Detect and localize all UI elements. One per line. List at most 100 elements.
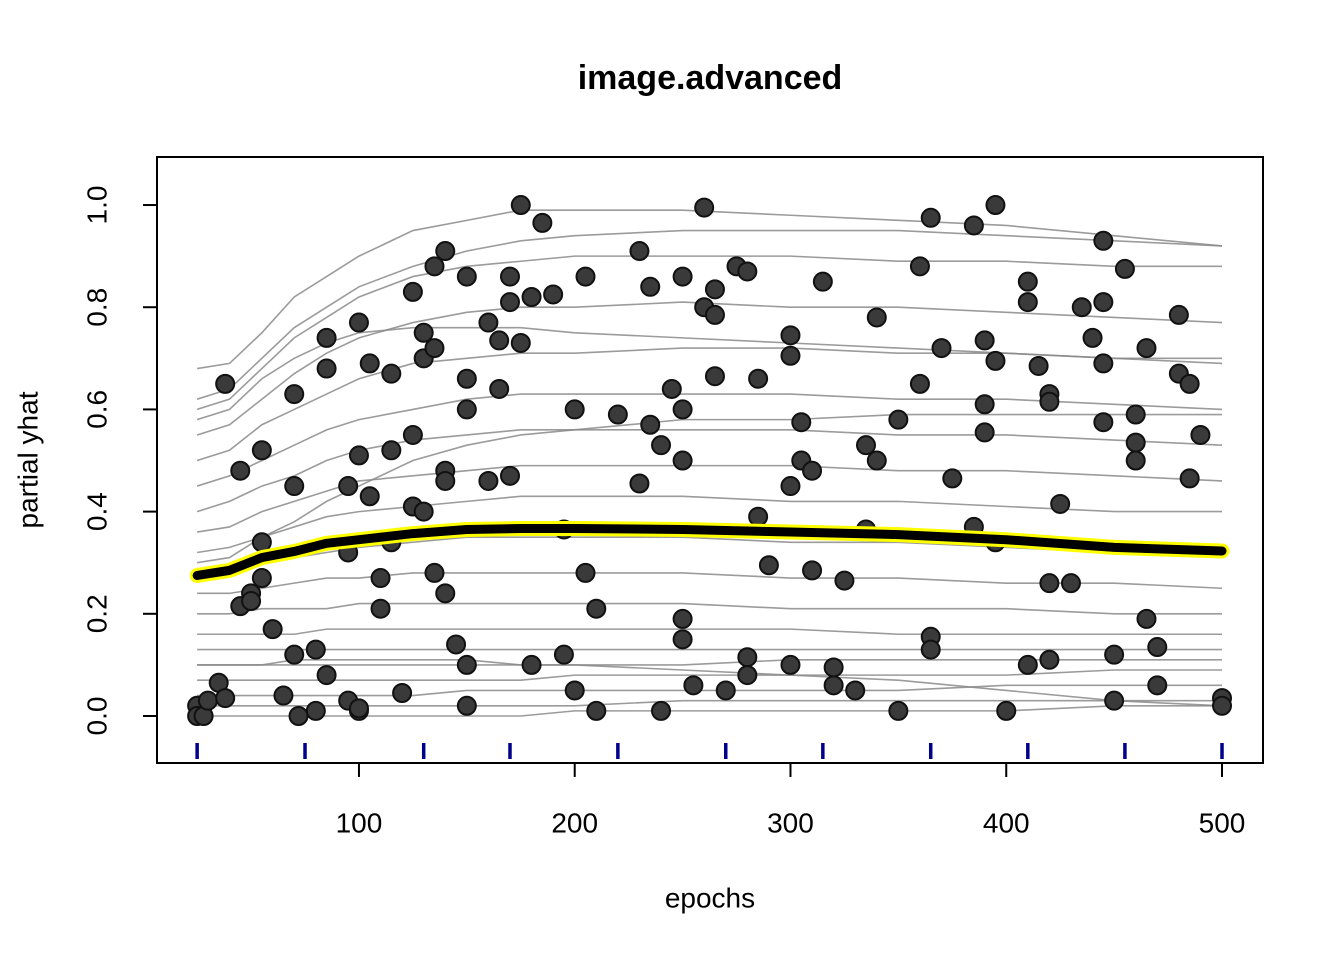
ice-point <box>1125 404 1146 425</box>
ice-point <box>931 338 952 359</box>
ice-point <box>737 647 758 668</box>
x-tick-label: 400 <box>983 807 1030 838</box>
ice-point <box>424 338 445 359</box>
ice-point <box>1168 304 1189 325</box>
ice-point <box>888 409 909 430</box>
ice-point <box>316 327 337 348</box>
ice-point <box>348 312 369 333</box>
ice-point <box>963 215 984 236</box>
ice-point <box>251 532 272 553</box>
ice-point <box>197 690 218 711</box>
ice-point <box>683 675 704 696</box>
ice-point <box>1017 271 1038 292</box>
ice-point <box>780 654 801 675</box>
ice-point <box>651 435 672 456</box>
ice-point <box>909 373 930 394</box>
ice-line <box>196 229 1223 400</box>
ice-point <box>532 212 553 233</box>
ice-point <box>413 322 434 343</box>
ice-point <box>215 688 236 709</box>
ice-point <box>866 307 887 328</box>
ice-point <box>284 476 305 497</box>
y-tick-label: 0.2 <box>81 594 112 633</box>
ice-point <box>381 440 402 461</box>
ice-point <box>780 325 801 346</box>
ice-line <box>197 628 1223 636</box>
ice-point <box>996 700 1017 721</box>
ice-point <box>672 450 693 471</box>
ice-point <box>338 476 359 497</box>
ice-point <box>316 358 337 379</box>
x-tick-label: 300 <box>767 807 814 838</box>
ice-point <box>381 363 402 384</box>
ice-point <box>672 629 693 650</box>
ice-point <box>704 366 725 387</box>
x-tick-label: 500 <box>1199 807 1246 838</box>
ice-point <box>521 287 542 308</box>
ice-point <box>845 680 866 701</box>
ice-line <box>196 393 1223 487</box>
ice-point <box>478 470 499 491</box>
x-tick-label: 100 <box>336 807 383 838</box>
ice-point <box>672 399 693 420</box>
x-tick-label: 200 <box>551 807 598 838</box>
ice-line <box>196 347 1223 462</box>
ice-point <box>661 378 682 399</box>
ice-point <box>1039 649 1060 670</box>
plot-area <box>187 195 1233 759</box>
ice-point <box>780 345 801 366</box>
ice-line <box>197 209 1223 370</box>
ice-point <box>1125 450 1146 471</box>
ice-point <box>510 332 531 353</box>
ice-point <box>920 207 941 228</box>
ice-point <box>974 330 995 351</box>
ice-point <box>1093 230 1114 251</box>
ice-point <box>802 460 823 481</box>
ice-point <box>575 266 596 287</box>
ice-point <box>1017 654 1038 675</box>
ice-point <box>737 261 758 282</box>
ice-point <box>629 241 650 262</box>
ice-point <box>499 465 520 486</box>
ice-point <box>866 450 887 471</box>
ice-point <box>704 304 725 325</box>
ice-point <box>305 700 326 721</box>
ice-point <box>489 330 510 351</box>
pdp-line <box>192 523 1227 580</box>
ice-point <box>543 284 564 305</box>
ice-point <box>704 279 725 300</box>
ice-point <box>1212 695 1233 716</box>
ice-point <box>672 608 693 629</box>
y-tick-label: 0.4 <box>81 492 112 531</box>
ice-point <box>435 470 456 491</box>
ice-point <box>446 634 467 655</box>
ice-point <box>456 399 477 420</box>
ice-point <box>1082 327 1103 348</box>
ice-point <box>359 353 380 374</box>
ice-point <box>1179 373 1200 394</box>
ice-point <box>402 424 423 445</box>
ice-point <box>456 368 477 389</box>
ice-point <box>251 440 272 461</box>
ice-point <box>424 562 445 583</box>
ice-point <box>607 404 628 425</box>
ice-point <box>359 486 380 507</box>
ice-point <box>521 654 542 675</box>
ice-point <box>553 644 574 665</box>
ice-point <box>478 312 499 333</box>
ice-point <box>370 598 391 619</box>
y-tick-label: 0.6 <box>81 390 112 429</box>
ice-line <box>197 658 1223 707</box>
ice-line <box>197 602 1223 615</box>
ice-point <box>284 384 305 405</box>
ice-line <box>197 495 1223 554</box>
ice-point <box>985 195 1006 216</box>
ice-point <box>672 266 693 287</box>
ice-point <box>489 378 510 399</box>
ice-point <box>1093 292 1114 313</box>
ice-point <box>273 685 294 706</box>
y-tick-label: 0.8 <box>81 288 112 327</box>
ice-point <box>855 435 876 456</box>
ice-point <box>456 654 477 675</box>
